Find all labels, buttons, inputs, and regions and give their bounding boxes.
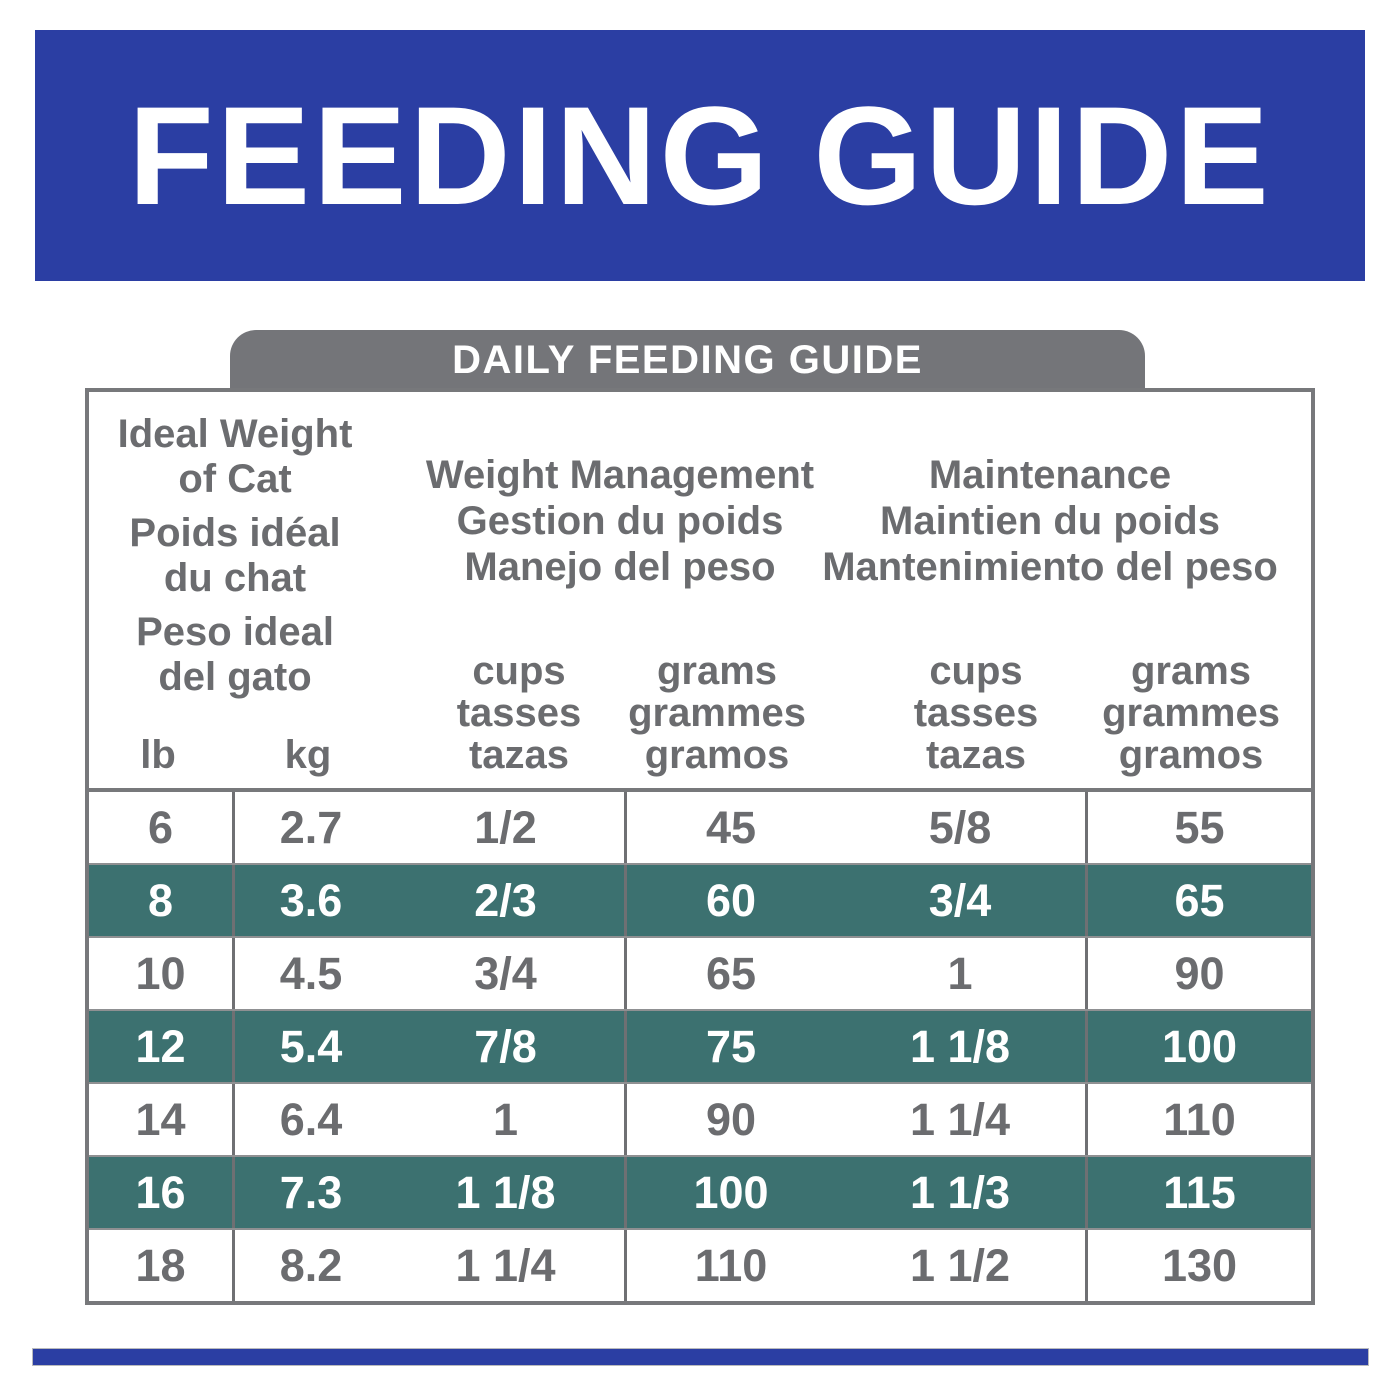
unit-kg: kg <box>284 733 332 777</box>
ideal-weight-fr-line2: du chat <box>163 556 307 600</box>
cell-m-grams: 65 <box>1174 874 1225 926</box>
unit-cups-en: cups <box>472 649 566 693</box>
cell-wm-grams: 100 <box>693 1166 769 1218</box>
table-row: 18 8.2 1 1/4 110 1 1/2 130 <box>89 1228 1311 1301</box>
maintenance-en: Maintenance <box>928 453 1172 497</box>
cell-m-cups: 1 1/4 <box>835 1084 1088 1155</box>
cell-kg: 6.4 <box>279 1093 343 1145</box>
cell-wm-cups: 1 <box>387 1084 627 1155</box>
table-body: 6 2.7 1/2 45 5/8 55 8 3.6 2/3 60 3/4 65 … <box>89 792 1311 1301</box>
unit-cups-fr: tasses <box>456 691 582 735</box>
unit-grams-en: grams <box>1130 649 1252 693</box>
cell-m-cups: 1 1/2 <box>835 1230 1088 1301</box>
feeding-table: Ideal Weight of Cat Poids idéal du chat … <box>85 388 1315 1305</box>
cell-wm-cups: 3/4 <box>387 938 627 1009</box>
cell-lb: 14 <box>89 1084 235 1155</box>
cell-m-cups: 3/4 <box>835 865 1088 936</box>
cell-wm-cups: 1/2 <box>387 792 627 863</box>
cell-kg: 5.4 <box>279 1020 343 1072</box>
header-separator <box>89 788 1311 792</box>
cell-wm-grams: 65 <box>705 947 757 999</box>
cell-kg: 2.7 <box>279 801 343 853</box>
table-row: 14 6.4 1 90 1 1/4 110 <box>89 1082 1311 1155</box>
table-row-highlighted: 8 3.6 2/3 60 3/4 65 <box>89 863 1311 936</box>
tab-label: DAILY FEEDING GUIDE <box>452 337 923 382</box>
unit-grams-fr: grammes <box>1102 691 1280 735</box>
cell-m-grams: 130 <box>1161 1239 1238 1291</box>
table-header: Ideal Weight of Cat Poids idéal du chat … <box>89 392 1311 788</box>
ideal-weight-es-line2: del gato <box>158 655 312 699</box>
weight-management-fr: Gestion du poids <box>456 499 784 543</box>
cell-m-cups: 5/8 <box>835 792 1088 863</box>
cell-m-grams: 110 <box>1163 1093 1236 1145</box>
ideal-weight-es-line1: Peso ideal <box>136 610 334 654</box>
cell-m-cups: 1 1/3 <box>835 1157 1088 1228</box>
feeding-guide-banner: FEEDING GUIDE <box>35 30 1365 281</box>
table-row: 6 2.7 1/2 45 5/8 55 <box>89 792 1311 863</box>
unit-maint-grams: grams grammes gramos <box>1102 650 1280 776</box>
cell-kg: 3.6 <box>279 874 343 926</box>
cell-lb: 12 <box>89 1011 235 1082</box>
table-row-highlighted: 16 7.3 1 1/8 100 1 1/3 115 <box>89 1155 1311 1228</box>
weight-management-en: Weight Management <box>425 453 815 497</box>
cell-wm-cups: 1 1/4 <box>387 1230 627 1301</box>
ideal-weight-fr-line1: Poids idéal <box>129 511 341 555</box>
unit-grams-es: gramos <box>1118 733 1264 777</box>
unit-lb: lb <box>140 733 176 777</box>
cell-wm-grams: 75 <box>705 1020 757 1072</box>
cell-lb: 8 <box>89 865 235 936</box>
cell-wm-grams: 90 <box>705 1093 757 1145</box>
column-group-weight-management: Weight Management Gestion du poids Manej… <box>426 452 814 590</box>
unit-cups-es: tazas <box>925 733 1027 777</box>
daily-feeding-guide-tab: DAILY FEEDING GUIDE <box>230 330 1145 390</box>
unit-wm-grams: grams grammes gramos <box>628 650 806 776</box>
unit-grams-en: grams <box>656 649 778 693</box>
unit-cups-fr: tasses <box>913 691 1039 735</box>
unit-cups-es: tazas <box>468 733 570 777</box>
cell-m-grams: 90 <box>1174 947 1225 999</box>
page-title: FEEDING GUIDE <box>128 76 1272 234</box>
cell-m-cups: 1 1/8 <box>835 1011 1088 1082</box>
cell-wm-grams: 60 <box>705 874 757 926</box>
unit-wm-cups: cups tasses tazas <box>457 650 582 776</box>
unit-grams-fr: grammes <box>628 691 806 735</box>
cell-kg: 7.3 <box>279 1166 343 1218</box>
cell-lb: 18 <box>89 1230 235 1301</box>
bottom-accent-bar <box>32 1348 1369 1366</box>
cell-lb: 6 <box>89 792 235 863</box>
cell-m-grams: 55 <box>1174 801 1225 853</box>
unit-maint-cups: cups tasses tazas <box>914 650 1039 776</box>
unit-grams-es: gramos <box>644 733 790 777</box>
cell-wm-grams: 110 <box>694 1239 768 1291</box>
cell-lb: 10 <box>89 938 235 1009</box>
cell-kg: 8.2 <box>279 1239 343 1291</box>
cell-lb: 16 <box>89 1157 235 1228</box>
ideal-weight-en-line1: Ideal Weight <box>117 412 353 456</box>
ideal-weight-en-line2: of Cat <box>178 457 292 501</box>
cell-m-grams: 100 <box>1161 1020 1238 1072</box>
column-group-maintenance: Maintenance Maintien du poids Mantenimie… <box>822 452 1278 590</box>
cell-wm-grams: 45 <box>705 801 757 853</box>
cell-m-cups: 1 <box>835 938 1088 1009</box>
unit-cups-en: cups <box>929 649 1023 693</box>
cell-kg: 4.5 <box>279 947 343 999</box>
cell-wm-cups: 7/8 <box>387 1011 627 1082</box>
weight-management-es: Manejo del peso <box>464 545 776 589</box>
cell-wm-cups: 1 1/8 <box>387 1157 627 1228</box>
cell-m-grams: 115 <box>1163 1166 1236 1218</box>
table-row: 10 4.5 3/4 65 1 90 <box>89 936 1311 1009</box>
maintenance-fr: Maintien du poids <box>880 499 1220 543</box>
cell-wm-cups: 2/3 <box>387 865 627 936</box>
column-group-ideal-weight: Ideal Weight of Cat Poids idéal du chat … <box>118 412 353 700</box>
table-row-highlighted: 12 5.4 7/8 75 1 1/8 100 <box>89 1009 1311 1082</box>
maintenance-es: Mantenimiento del peso <box>822 545 1278 589</box>
